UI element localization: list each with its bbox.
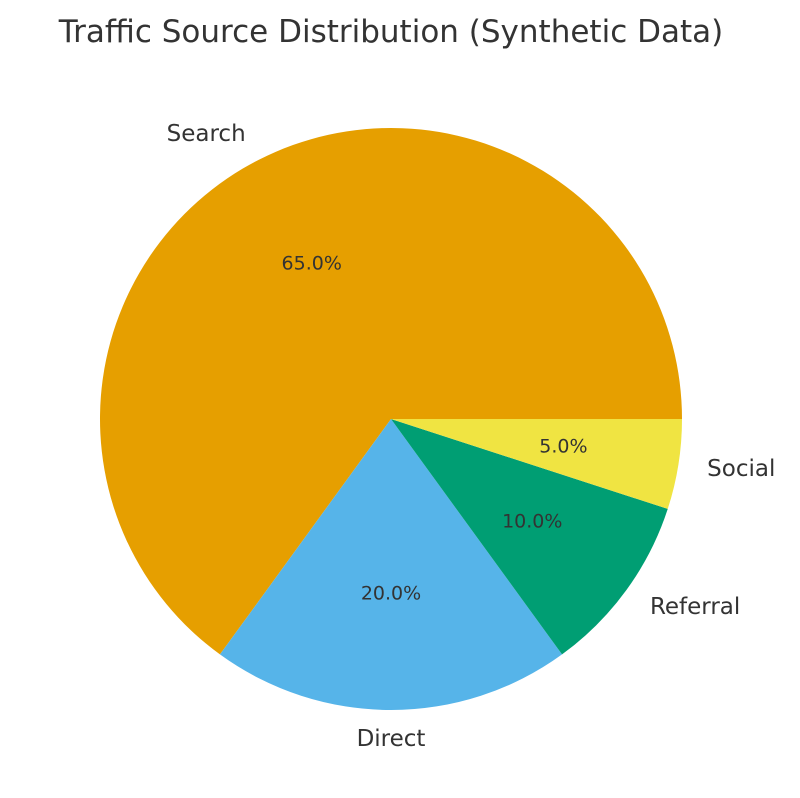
slice-label-search: Search <box>167 121 246 147</box>
pie-slice-referral <box>391 419 668 655</box>
pie-slice-social <box>391 419 682 509</box>
chart-title: Traffic Source Distribution (Synthetic D… <box>58 14 723 50</box>
pie-slice-direct <box>219 419 563 711</box>
percentage-labels: 65.0% 20.0% 10.0% 5.0% <box>282 252 588 604</box>
slice-label-social: Social <box>707 456 775 482</box>
pct-label-direct: 20.0% <box>361 583 421 605</box>
pct-label-social: 5.0% <box>539 435 587 457</box>
pie-slice-search <box>99 128 682 655</box>
slice-label-direct: Direct <box>357 726 426 752</box>
pct-label-referral: 10.0% <box>502 511 562 533</box>
slice-label-referral: Referral <box>650 594 740 620</box>
pie-slices <box>99 128 682 711</box>
pct-label-search: 65.0% <box>282 252 342 274</box>
slice-labels: Search Direct Referral Social <box>167 121 776 752</box>
